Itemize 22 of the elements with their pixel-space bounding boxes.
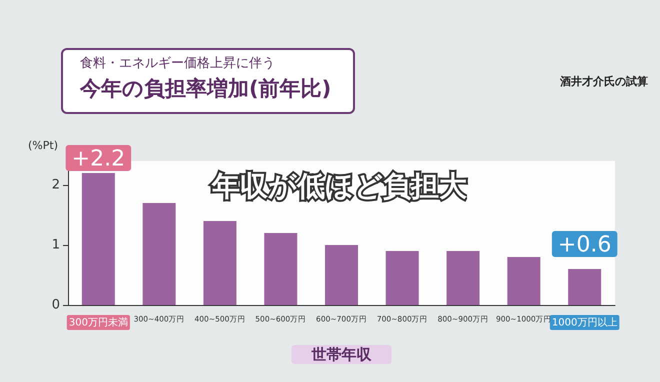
y-axis-title: (%Pt)	[28, 139, 58, 152]
bar	[203, 221, 236, 305]
bar	[568, 269, 602, 305]
data-label: +0.6	[558, 232, 612, 258]
bar	[142, 203, 176, 305]
chart-title: 今年の負担率増加(前年比)	[79, 76, 332, 100]
data-label: +2.2	[72, 146, 126, 172]
y-tick-label: 2	[52, 178, 60, 192]
bar	[325, 245, 358, 305]
annotation: 年収が低ほど負担大	[211, 170, 468, 202]
bar	[82, 173, 115, 305]
x-tick-label: 1000万円以上	[552, 316, 618, 328]
y-tick-label: 0	[52, 298, 60, 312]
bar	[446, 251, 480, 305]
x-tick-label: 300万円未満	[68, 316, 128, 328]
text: 酒井才介氏の試算	[559, 75, 648, 88]
x-axis-title: 世帯年収	[310, 346, 372, 364]
y-tick-label: 1	[52, 238, 60, 252]
bar	[386, 251, 419, 305]
bar	[507, 257, 540, 305]
bar	[264, 233, 298, 305]
chart-subtitle: 食料・エネルギー価格上昇に伴う	[80, 56, 275, 71]
